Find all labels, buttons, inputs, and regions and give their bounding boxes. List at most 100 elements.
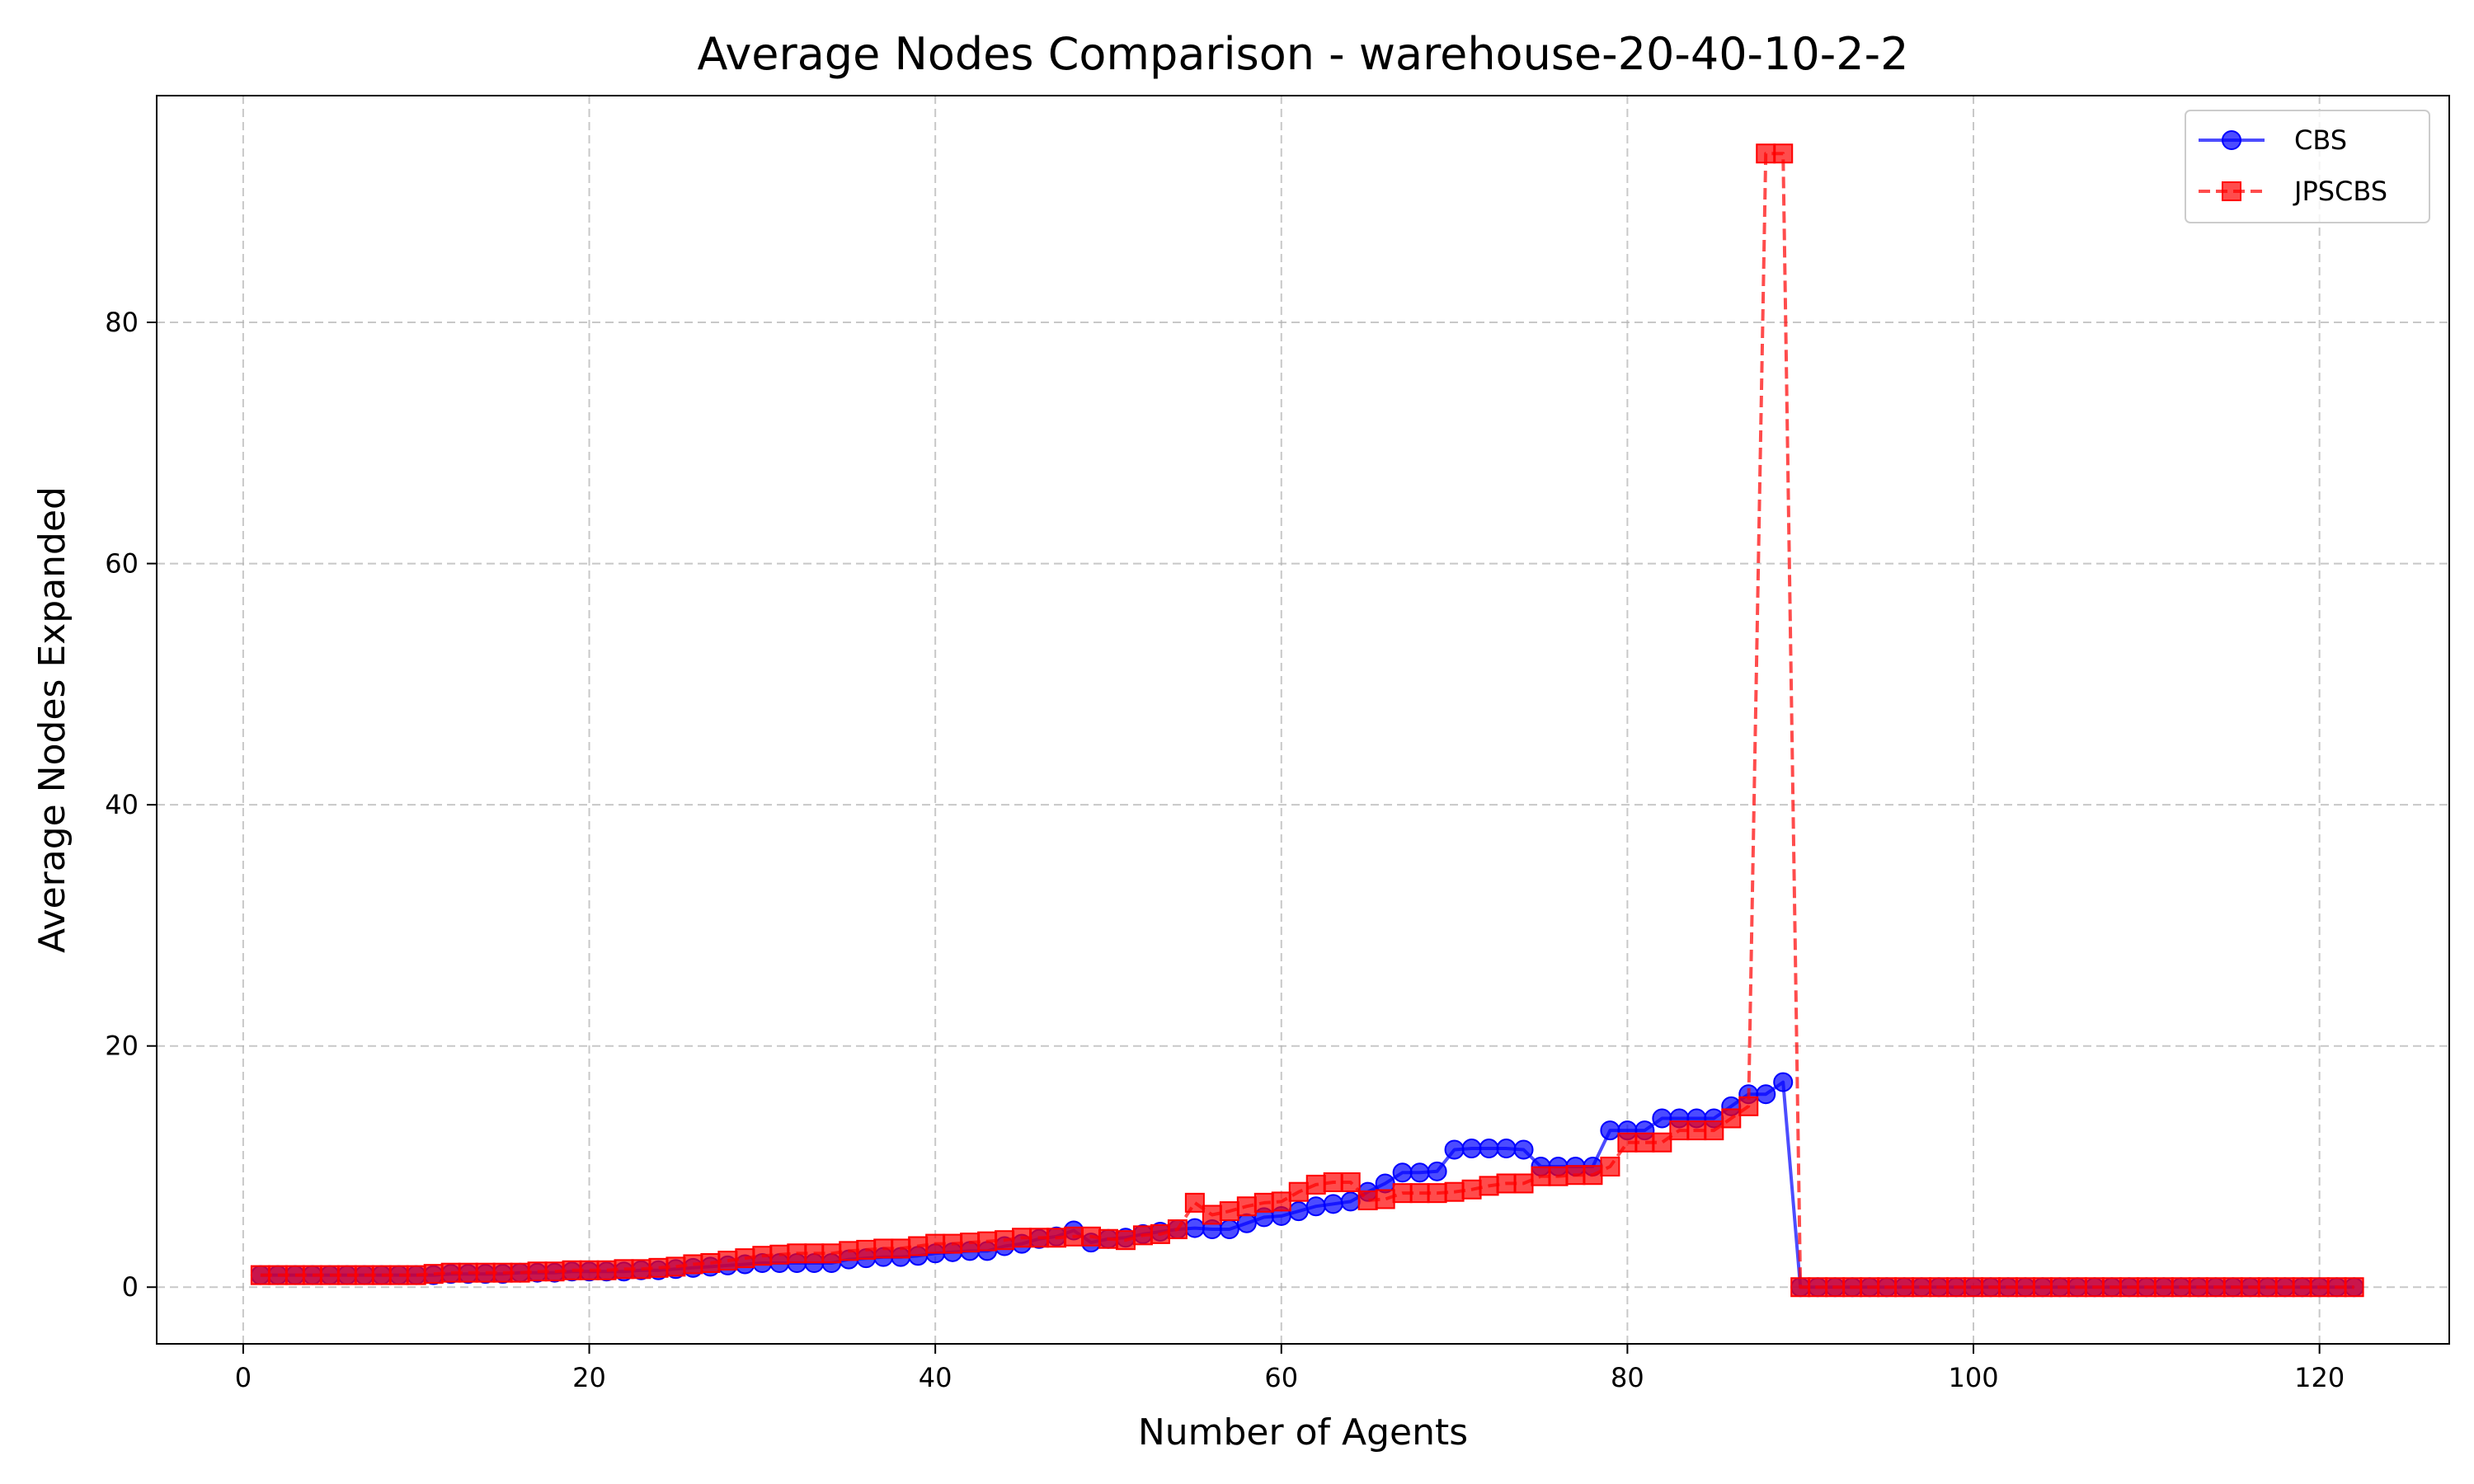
data-point-jpscbs	[1012, 1228, 1032, 1248]
data-point-jpscbs	[1427, 1183, 1447, 1204]
data-point-jpscbs	[1167, 1219, 1188, 1240]
data-point-jpscbs	[1981, 1277, 2001, 1298]
legend-label-cbs: CBS	[2294, 124, 2347, 156]
x-tick-label: 100	[1948, 1362, 1998, 1393]
x-axis: 0 20 40 60 80 100 120	[235, 1344, 2345, 1393]
data-point-jpscbs	[1825, 1277, 1846, 1298]
data-point-jpscbs	[2274, 1277, 2295, 1298]
legend-marker-cbs	[2222, 130, 2241, 150]
data-point-jpscbs	[2188, 1277, 2208, 1298]
data-point-jpscbs	[2222, 1277, 2243, 1298]
x-tick-label: 40	[919, 1362, 952, 1393]
data-point-jpscbs	[1669, 1120, 1690, 1141]
data-point-jpscbs	[2067, 1277, 2087, 1298]
data-point-jpscbs	[2119, 1277, 2139, 1298]
data-point-jpscbs	[1323, 1172, 1343, 1192]
data-point-jpscbs	[1340, 1172, 1361, 1192]
data-point-jpscbs	[908, 1236, 929, 1256]
data-point-jpscbs	[267, 1265, 288, 1285]
data-point-cbs	[1461, 1139, 1482, 1159]
data-point-jpscbs	[1029, 1228, 1050, 1248]
data-point-jpscbs	[1236, 1196, 1257, 1217]
series-layer	[250, 143, 2364, 1298]
data-point-jpscbs	[631, 1259, 651, 1280]
data-point-cbs	[1288, 1201, 1309, 1222]
data-point-cbs	[1773, 1072, 1794, 1092]
data-point-jpscbs	[1756, 143, 1776, 164]
x-tick-label: 80	[1611, 1362, 1644, 1393]
data-point-jpscbs	[596, 1260, 617, 1280]
data-point-jpscbs	[717, 1251, 738, 1271]
data-point-jpscbs	[458, 1262, 478, 1283]
data-point-jpscbs	[1964, 1277, 1984, 1298]
data-point-cbs	[1496, 1139, 1517, 1159]
data-point-jpscbs	[1375, 1189, 1395, 1209]
data-point-jpscbs	[804, 1243, 825, 1264]
data-point-jpscbs	[1357, 1190, 1378, 1210]
data-point-jpscbs	[1929, 1277, 1950, 1298]
data-point-jpscbs	[371, 1265, 392, 1285]
data-point-jpscbs	[683, 1254, 703, 1275]
y-tick-label: 20	[105, 1031, 139, 1062]
y-tick-label: 40	[105, 789, 139, 820]
data-point-jpscbs	[2240, 1277, 2260, 1298]
data-point-jpscbs	[2326, 1277, 2347, 1298]
data-point-jpscbs	[1600, 1156, 1620, 1176]
data-point-jpscbs	[648, 1257, 669, 1278]
data-point-jpscbs	[2205, 1277, 2226, 1298]
data-point-jpscbs	[510, 1262, 530, 1283]
data-point-jpscbs	[1253, 1192, 1274, 1213]
data-point-jpscbs	[319, 1265, 340, 1285]
data-point-jpscbs	[2049, 1277, 2070, 1298]
data-point-jpscbs	[1513, 1173, 1534, 1194]
series-jpscbs	[250, 143, 2364, 1298]
data-point-jpscbs	[1912, 1277, 1932, 1298]
data-point-jpscbs	[2032, 1277, 2053, 1298]
data-point-jpscbs	[1115, 1230, 1136, 1251]
data-point-jpscbs	[1842, 1277, 1863, 1298]
data-point-jpscbs	[1565, 1165, 1586, 1186]
legend-marker-jpscbs	[2222, 181, 2241, 201]
data-point-cbs	[1513, 1139, 1534, 1160]
data-point-jpscbs	[1773, 143, 1794, 164]
y-axis: 0 20 40 60 80	[105, 307, 157, 1303]
data-point-cbs	[1340, 1191, 1361, 1212]
data-point-jpscbs	[1184, 1192, 1205, 1213]
data-point-jpscbs	[527, 1261, 548, 1282]
data-point-jpscbs	[2292, 1277, 2312, 1298]
data-point-jpscbs	[839, 1241, 859, 1261]
data-point-jpscbs	[1877, 1277, 1898, 1298]
data-point-jpscbs	[1392, 1183, 1413, 1204]
data-point-jpscbs	[544, 1261, 565, 1282]
data-point-jpscbs	[769, 1244, 790, 1265]
data-point-jpscbs	[787, 1243, 807, 1264]
data-point-jpscbs	[614, 1259, 634, 1280]
data-point-jpscbs	[492, 1262, 513, 1283]
data-point-jpscbs	[1047, 1228, 1067, 1248]
data-point-jpscbs	[1202, 1205, 1222, 1225]
y-tick-label: 60	[105, 548, 139, 580]
data-point-jpscbs	[2136, 1277, 2157, 1298]
data-point-jpscbs	[302, 1265, 322, 1285]
grid-lines	[157, 96, 2449, 1344]
data-point-jpscbs	[1617, 1132, 1638, 1153]
data-point-cbs	[1479, 1139, 1499, 1159]
legend-label-jpscbs: JPSCBS	[2293, 176, 2387, 207]
series-line-jpscbs	[260, 152, 2354, 1289]
legend: CBS JPSCBS	[2185, 110, 2430, 223]
data-point-jpscbs	[1721, 1108, 1742, 1129]
data-point-cbs	[1427, 1161, 1447, 1181]
x-tick-label: 60	[1264, 1362, 1298, 1393]
data-point-cbs	[1305, 1196, 1326, 1217]
data-point-jpscbs	[1444, 1181, 1465, 1202]
data-point-jpscbs	[475, 1262, 496, 1283]
data-point-jpscbs	[1150, 1223, 1170, 1244]
data-point-jpscbs	[1409, 1183, 1430, 1204]
data-point-jpscbs	[977, 1231, 998, 1252]
data-point-jpscbs	[1808, 1277, 1828, 1298]
y-tick-label: 0	[122, 1271, 139, 1303]
data-point-jpscbs	[406, 1265, 426, 1285]
data-point-jpscbs	[2344, 1277, 2364, 1298]
x-tick-label: 0	[235, 1362, 252, 1393]
